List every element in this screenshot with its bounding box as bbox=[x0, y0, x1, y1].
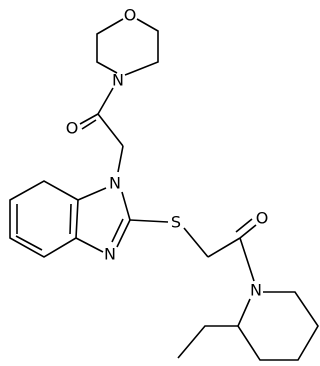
bond bbox=[81, 119, 97, 130]
bond bbox=[121, 191, 131, 221]
atom-label: O bbox=[66, 119, 79, 138]
bond bbox=[124, 18, 159, 76]
atom-labels: O N O N N S O N bbox=[66, 6, 269, 300]
bond bbox=[116, 219, 131, 248]
atom-label: O bbox=[256, 209, 269, 228]
bond bbox=[9, 180, 79, 258]
bond bbox=[183, 227, 209, 258]
atom-label: N bbox=[112, 71, 124, 90]
bond bbox=[235, 218, 253, 233]
bond bbox=[239, 237, 255, 282]
bond bbox=[96, 18, 124, 74]
bond bbox=[117, 145, 124, 173]
atom-label: N bbox=[104, 245, 116, 264]
bond bbox=[15, 235, 43, 251]
atom-label: N bbox=[109, 174, 121, 193]
bond bbox=[177, 325, 238, 359]
bond bbox=[97, 113, 124, 147]
bond bbox=[75, 237, 104, 253]
bond bbox=[69, 203, 72, 235]
bonds bbox=[9, 18, 319, 361]
atom-label: N bbox=[250, 281, 262, 300]
atom-label: S bbox=[171, 213, 181, 232]
bond bbox=[111, 218, 124, 243]
bond bbox=[239, 224, 257, 239]
bond bbox=[77, 187, 107, 201]
bond bbox=[79, 113, 99, 125]
bond bbox=[97, 87, 114, 115]
atom-label: O bbox=[124, 6, 137, 25]
bond bbox=[207, 237, 241, 258]
bond bbox=[237, 291, 319, 361]
bond bbox=[129, 219, 169, 223]
